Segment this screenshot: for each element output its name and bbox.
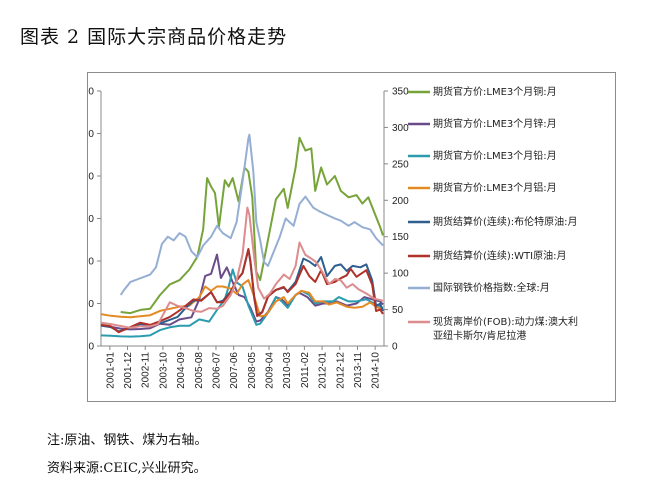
legend-label-3: 期货官方价:LME3个月铅:月	[433, 149, 557, 162]
legend-label-4: 期货官方价:LME3个月铝:月	[433, 181, 557, 194]
legend-label-line: 国际钢铁价格指数:全球:月	[433, 281, 550, 294]
y-right-tick-label: 300	[392, 123, 409, 134]
chart-svg: 0200040006000800010000120000501001502002…	[88, 85, 578, 389]
y-right-tick-label: 50	[392, 305, 404, 316]
legend-label-line: 期货官方价:LME3个月铅:月	[433, 149, 557, 162]
series-line-8	[100, 206, 384, 329]
y-left-tick-label: 0	[88, 342, 94, 353]
y-left-tick-label: 4000	[88, 257, 94, 268]
series-line-6	[100, 248, 384, 334]
x-tick-label: 2012-12	[335, 352, 346, 389]
series-line-7	[119, 133, 384, 296]
legend-label-line: 现货离岸价(FOB):动力煤:澳大利	[433, 315, 578, 328]
x-tick-label: 2001-01	[105, 352, 116, 389]
x-tick-label: 2009-04	[265, 352, 276, 389]
series-line-3	[100, 268, 384, 338]
x-tick-label: 2011-02	[300, 352, 311, 388]
x-tick-label: 2007-06	[229, 352, 240, 389]
note-source: 资料来源:CEIC,兴业研究。	[47, 461, 207, 476]
y-left-tick-label: 2000	[88, 299, 94, 310]
x-tick-label: 2012-01	[318, 352, 329, 389]
x-tick-label: 2013-11	[353, 352, 364, 388]
x-tick-label: 2002-11	[141, 352, 152, 388]
legend-label-8: 现货离岸价(FOB):动力煤:澳大利亚纽卡斯尔/肯尼拉港	[433, 315, 578, 342]
y-right-tick-label: 0	[392, 342, 398, 353]
y-left-tick-label: 6000	[88, 214, 94, 225]
y-right-tick-label: 150	[392, 232, 409, 243]
y-right-tick-label: 200	[392, 196, 409, 207]
series-line-2	[100, 253, 384, 331]
y-right-tick-label: 100	[392, 269, 409, 280]
legend-label-2: 期货官方价:LME3个月锌:月	[433, 117, 557, 130]
legend-label-line: 亚纽卡斯尔/肯尼拉港	[433, 329, 526, 342]
legend-label-line: 期货结算价(连续):WTI原油:月	[433, 249, 567, 262]
y-right-tick-label: 250	[392, 159, 409, 170]
legend-label-line: 期货官方价:LME3个月铜:月	[433, 85, 557, 98]
x-tick-label: 2005-08	[194, 352, 205, 389]
x-tick-label: 2001-12	[123, 352, 134, 389]
chart-frame: 0200040006000800010000120000501001502002…	[87, 72, 616, 402]
x-tick-label: 2003-10	[158, 352, 169, 389]
legend-label-5: 期货结算价(连续):布伦特原油:月	[433, 215, 578, 228]
y-left-tick-label: 12000	[88, 87, 94, 98]
legend-label-line: 期货官方价:LME3个月铝:月	[433, 181, 557, 194]
x-tick-label: 2008-05	[247, 352, 258, 389]
legend-label-7: 国际钢铁价格指数:全球:月	[433, 281, 550, 294]
y-left-tick-label: 10000	[88, 129, 94, 140]
x-tick-label: 2006-07	[211, 352, 222, 389]
note-axis: 注:原油、钢铁、煤为右轴。	[47, 433, 208, 448]
x-tick-label: 2004-09	[176, 352, 187, 389]
legend-label-line: 期货结算价(连续):布伦特原油:月	[433, 215, 578, 228]
y-left-tick-label: 8000	[88, 172, 94, 183]
series-line-4	[100, 279, 384, 319]
x-tick-label: 2014-10	[371, 352, 382, 389]
legend-label-6: 期货结算价(连续):WTI原油:月	[433, 249, 567, 262]
y-right-tick-label: 350	[392, 87, 409, 98]
figure-title: 图表 2 国际大宗商品价格走势	[20, 26, 288, 48]
legend-label-1: 期货官方价:LME3个月铜:月	[433, 85, 557, 98]
x-tick-label: 2010-03	[282, 352, 293, 389]
legend-label-line: 期货官方价:LME3个月锌:月	[433, 117, 557, 130]
